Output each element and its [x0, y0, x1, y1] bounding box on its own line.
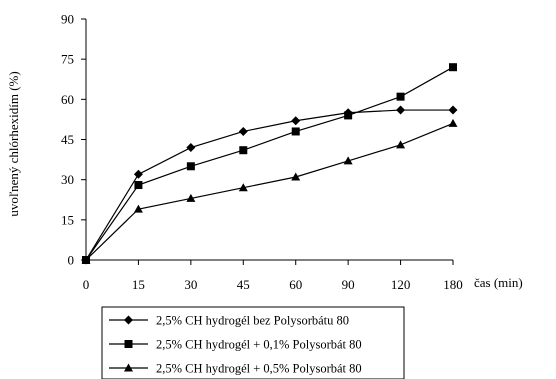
series-line	[85, 109, 453, 261]
data-point	[344, 111, 353, 120]
data-point	[396, 92, 405, 101]
data-point	[81, 255, 91, 264]
legend-label: 2,5% CH hydrogél + 0,5% Polysorbát 80	[156, 362, 362, 376]
plot-axes	[85, 19, 453, 261]
x-tick-label: 15	[132, 277, 145, 292]
x-tick-label: 120	[391, 277, 411, 292]
series-layer	[81, 63, 458, 265]
x-tick-label: 180	[443, 277, 463, 292]
data-point	[133, 169, 143, 179]
data-point	[448, 105, 458, 115]
x-tick-label: 60	[289, 277, 302, 292]
y-tick-label: 60	[61, 92, 74, 107]
y-ticks: 0 15 30 45 60 75 90	[61, 12, 86, 268]
y-tick-label: 75	[61, 52, 74, 67]
series-line	[85, 122, 454, 261]
legend: 2,5% CH hydrogél bez Polysorbátu 80 2,5% …	[101, 306, 405, 379]
y-axis-title: uvoľnený chlórhexidím (%)	[6, 71, 21, 216]
data-point	[238, 183, 248, 192]
x-tick-label: 45	[237, 277, 250, 292]
data-point	[448, 118, 458, 127]
data-point	[343, 156, 353, 165]
y-tick-label: 90	[61, 12, 74, 27]
data-point	[396, 105, 406, 115]
x-tick-label: 90	[342, 277, 355, 292]
x-tick-label: 30	[184, 277, 197, 292]
legend-label: 2,5% CH hydrogél + 0,1% Polysorbát 80	[156, 338, 362, 352]
y-tick-label: 45	[61, 132, 74, 147]
legend-label: 2,5% CH hydrogél bez Polysorbátu 80	[156, 314, 349, 328]
data-point	[186, 162, 195, 171]
legend-marker	[124, 315, 133, 325]
legend-item: 2,5% CH hydrogél + 0,5% Polysorbát 80	[109, 362, 362, 376]
data-point	[291, 172, 301, 181]
legend-box	[101, 306, 405, 379]
data-point	[186, 193, 196, 202]
data-point	[449, 63, 457, 72]
series-3	[81, 118, 458, 264]
x-ticks: 0 15 30 45 60 90 120 180	[83, 260, 463, 292]
data-point	[238, 126, 248, 136]
y-tick-label: 30	[61, 172, 74, 187]
data-point	[396, 140, 406, 149]
data-point	[291, 127, 300, 136]
data-point	[186, 143, 196, 153]
legend-marker	[124, 340, 133, 348]
series-line	[85, 66, 454, 261]
y-tick-label: 15	[61, 212, 74, 227]
data-point	[133, 204, 143, 213]
series-2	[82, 63, 457, 264]
legend-item: 2,5% CH hydrogél bez Polysorbátu 80	[109, 314, 349, 328]
x-axis-title: čas (min)	[474, 275, 523, 290]
data-point	[291, 116, 301, 126]
data-point	[134, 181, 143, 190]
y-tick-label: 0	[68, 253, 75, 268]
legend-marker	[124, 363, 133, 372]
legend-item: 2,5% CH hydrogél + 0,1% Polysorbát 80	[109, 338, 362, 352]
data-point	[239, 146, 248, 155]
x-tick-label: 0	[83, 277, 90, 292]
